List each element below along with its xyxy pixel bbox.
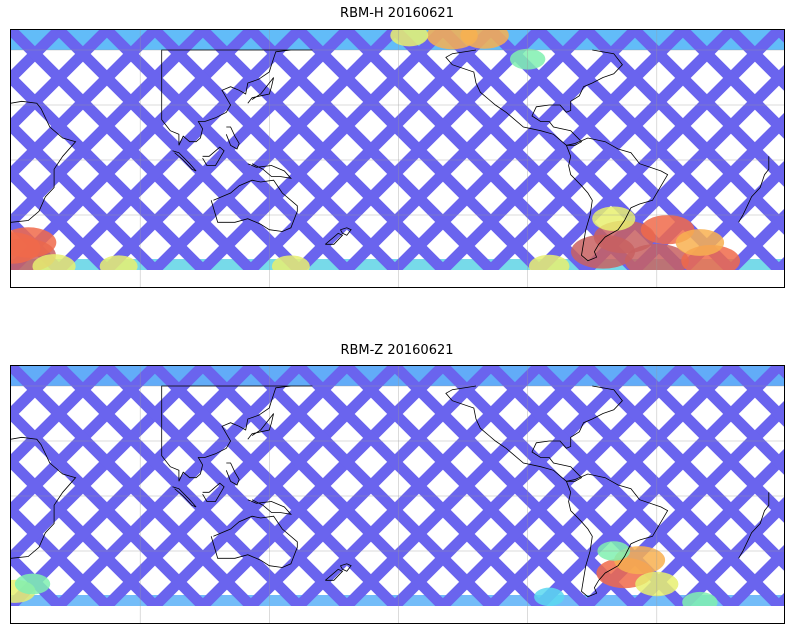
swath-descending: [390, 30, 639, 271]
hotspot: [528, 254, 570, 271]
coastline: [445, 49, 623, 146]
swath-descending: [102, 30, 351, 271]
coastline: [202, 146, 225, 166]
hotspot: [592, 206, 636, 231]
swath-descending: [54, 366, 303, 607]
coastline: [225, 126, 240, 150]
hotspot: [675, 229, 725, 256]
swath-descending: [294, 30, 543, 271]
swath-descending: [294, 366, 543, 607]
swath-layer: [11, 30, 784, 271]
coastline: [210, 515, 298, 568]
swath-descending: [11, 30, 63, 86]
swath-descending: [342, 30, 591, 271]
swath-descending: [774, 593, 784, 607]
hotspot: [460, 30, 509, 49]
coastline: [566, 137, 669, 262]
swath-descending: [198, 30, 447, 271]
swath-ascending: [678, 30, 784, 139]
swath-descending: [534, 30, 783, 271]
swath-descending: [11, 366, 255, 607]
coastlines: [11, 385, 770, 598]
swath-descending: [11, 30, 111, 134]
swath-descending: [438, 366, 687, 607]
swath-descending: [438, 30, 687, 271]
swath-ascending: [774, 366, 784, 379]
coastline: [247, 413, 274, 440]
coastline: [738, 156, 770, 223]
graticule: [11, 366, 784, 623]
swath-descending: [11, 366, 159, 518]
coastline: [161, 385, 313, 482]
swath-layer: [11, 366, 784, 607]
swath-ascending: [11, 502, 111, 607]
coastline: [225, 462, 240, 486]
swath-ascending: [726, 366, 784, 427]
map-panel-top: [10, 29, 785, 288]
swath-descending: [678, 161, 784, 271]
hotspot-layer: [11, 30, 741, 271]
map-canvas-bottom: [11, 366, 784, 623]
swath-descending: [102, 366, 351, 607]
coastline: [11, 100, 77, 223]
coastline: [445, 385, 623, 482]
swath-descending: [198, 366, 447, 607]
swath-descending: [390, 366, 639, 607]
swath-descending: [246, 30, 495, 271]
swath-descending: [246, 366, 495, 607]
swath-descending: [54, 30, 303, 271]
swath-descending: [726, 209, 784, 271]
swath-ascending: [11, 166, 111, 271]
map-canvas-top: [11, 30, 784, 287]
swath-descending: [726, 545, 784, 607]
swath-ascending: [11, 550, 63, 607]
swath-descending: [678, 497, 784, 607]
map-panel-bottom: [10, 365, 785, 624]
swath-descending: [486, 366, 735, 607]
swath-ascending: [678, 366, 784, 475]
swath-descending: [11, 30, 159, 182]
swath-descending: [11, 30, 207, 230]
coastline: [202, 482, 225, 502]
hotspot: [32, 254, 76, 271]
hotspot: [534, 587, 565, 607]
hotspot: [390, 30, 429, 47]
panel-title-bottom: RBM-Z 20160621: [340, 343, 454, 358]
coastline: [566, 473, 669, 598]
coastline: [340, 227, 352, 236]
coastlines: [11, 49, 770, 262]
coastline: [340, 563, 352, 572]
swath-descending: [630, 449, 784, 607]
swath-ascending: [726, 30, 784, 91]
swath-descending: [150, 366, 399, 607]
hotspot: [682, 591, 718, 607]
hotspot: [11, 227, 57, 258]
swath-descending: [11, 366, 111, 470]
swath-descending: [774, 257, 784, 271]
swath-descending: [486, 30, 735, 271]
coastline: [247, 77, 274, 104]
panel-title-top: RBM-H 20160621: [340, 6, 454, 21]
coastline: [325, 232, 344, 245]
swath-ascending: [774, 30, 784, 43]
coastline: [172, 150, 197, 172]
coastline: [161, 49, 313, 146]
swath-descending: [150, 30, 399, 271]
coastline: [210, 179, 298, 232]
coastline: [738, 492, 770, 559]
coastline: [11, 436, 77, 559]
hotspot: [14, 573, 51, 595]
swath-descending: [11, 30, 255, 271]
swath-descending: [534, 366, 783, 607]
swath-descending: [11, 366, 63, 422]
coastline: [247, 499, 292, 515]
swath-descending: [342, 366, 591, 607]
hotspot: [271, 255, 310, 271]
graticule: [11, 30, 784, 287]
swath-descending: [11, 366, 207, 566]
coastline: [325, 568, 344, 581]
coastline: [247, 163, 292, 179]
hotspot: [99, 255, 138, 271]
coastline: [172, 486, 197, 508]
